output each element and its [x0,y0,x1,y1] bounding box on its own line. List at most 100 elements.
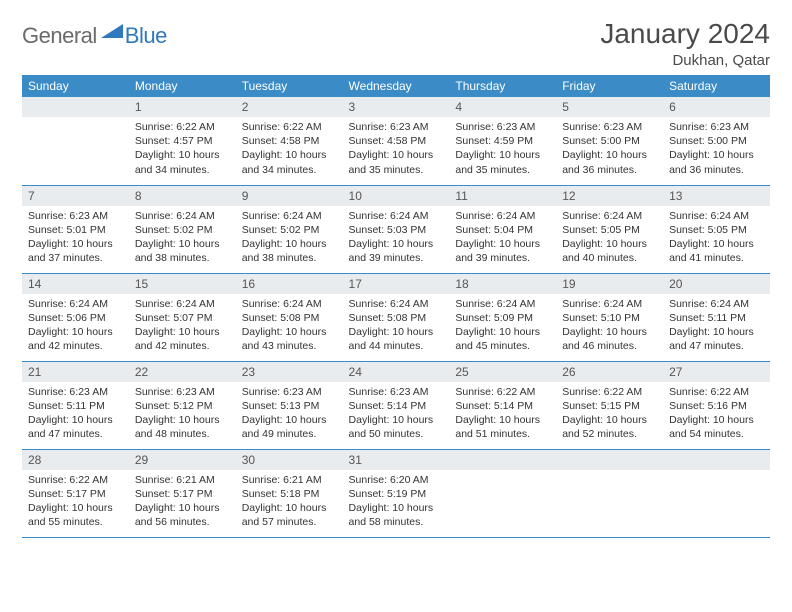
day-number: 26 [556,362,663,382]
weekday-header: Wednesday [343,75,450,97]
calendar-day-cell: 23Sunrise: 6:23 AMSunset: 5:13 PMDayligh… [236,361,343,449]
day-number: 29 [129,450,236,470]
day-body: Sunrise: 6:24 AMSunset: 5:06 PMDaylight:… [22,294,129,358]
day-number: 4 [449,97,556,117]
day-number: 7 [22,186,129,206]
page-title: January 2024 [600,18,770,50]
calendar-day-cell: 6Sunrise: 6:23 AMSunset: 5:00 PMDaylight… [663,97,770,185]
calendar-day-cell: 5Sunrise: 6:23 AMSunset: 5:00 PMDaylight… [556,97,663,185]
day-number: 6 [663,97,770,117]
day-number: 22 [129,362,236,382]
day-body: Sunrise: 6:24 AMSunset: 5:05 PMDaylight:… [556,206,663,270]
day-body: Sunrise: 6:24 AMSunset: 5:10 PMDaylight:… [556,294,663,358]
day-body: Sunrise: 6:23 AMSunset: 5:11 PMDaylight:… [22,382,129,446]
day-number: 12 [556,186,663,206]
day-body: Sunrise: 6:22 AMSunset: 5:15 PMDaylight:… [556,382,663,446]
calendar-day-cell: 16Sunrise: 6:24 AMSunset: 5:08 PMDayligh… [236,273,343,361]
day-number-empty [663,450,770,470]
day-body: Sunrise: 6:23 AMSunset: 5:13 PMDaylight:… [236,382,343,446]
calendar-day-cell: 14Sunrise: 6:24 AMSunset: 5:06 PMDayligh… [22,273,129,361]
day-body: Sunrise: 6:24 AMSunset: 5:08 PMDaylight:… [236,294,343,358]
weekday-header: Tuesday [236,75,343,97]
day-number: 8 [129,186,236,206]
day-number-empty [22,97,129,117]
calendar-day-cell: 28Sunrise: 6:22 AMSunset: 5:17 PMDayligh… [22,449,129,537]
day-body: Sunrise: 6:22 AMSunset: 4:58 PMDaylight:… [236,117,343,181]
day-body: Sunrise: 6:24 AMSunset: 5:09 PMDaylight:… [449,294,556,358]
weekday-header: Monday [129,75,236,97]
day-body: Sunrise: 6:24 AMSunset: 5:11 PMDaylight:… [663,294,770,358]
day-body: Sunrise: 6:24 AMSunset: 5:07 PMDaylight:… [129,294,236,358]
calendar-day-cell: 3Sunrise: 6:23 AMSunset: 4:58 PMDaylight… [343,97,450,185]
day-number: 16 [236,274,343,294]
day-number: 23 [236,362,343,382]
calendar-week-row: 21Sunrise: 6:23 AMSunset: 5:11 PMDayligh… [22,361,770,449]
day-body: Sunrise: 6:24 AMSunset: 5:05 PMDaylight:… [663,206,770,270]
logo-text-general: General [22,23,97,49]
calendar-day-cell: 9Sunrise: 6:24 AMSunset: 5:02 PMDaylight… [236,185,343,273]
calendar-day-cell: 18Sunrise: 6:24 AMSunset: 5:09 PMDayligh… [449,273,556,361]
calendar-day-cell: 8Sunrise: 6:24 AMSunset: 5:02 PMDaylight… [129,185,236,273]
weekday-header: Thursday [449,75,556,97]
day-number: 10 [343,186,450,206]
day-number: 25 [449,362,556,382]
calendar-day-cell: 12Sunrise: 6:24 AMSunset: 5:05 PMDayligh… [556,185,663,273]
calendar-day-cell: 26Sunrise: 6:22 AMSunset: 5:15 PMDayligh… [556,361,663,449]
calendar-day-cell: 20Sunrise: 6:24 AMSunset: 5:11 PMDayligh… [663,273,770,361]
calendar-week-row: 1Sunrise: 6:22 AMSunset: 4:57 PMDaylight… [22,97,770,185]
calendar-day-cell: 13Sunrise: 6:24 AMSunset: 5:05 PMDayligh… [663,185,770,273]
day-body: Sunrise: 6:22 AMSunset: 5:17 PMDaylight:… [22,470,129,534]
day-body: Sunrise: 6:20 AMSunset: 5:19 PMDaylight:… [343,470,450,534]
day-number-empty [556,450,663,470]
day-number: 11 [449,186,556,206]
header: General Blue January 2024 Dukhan, Qatar [22,18,770,69]
calendar-head: SundayMondayTuesdayWednesdayThursdayFrid… [22,75,770,97]
day-number-empty [449,450,556,470]
day-body: Sunrise: 6:23 AMSunset: 5:12 PMDaylight:… [129,382,236,446]
day-body: Sunrise: 6:23 AMSunset: 5:01 PMDaylight:… [22,206,129,270]
day-body: Sunrise: 6:23 AMSunset: 4:59 PMDaylight:… [449,117,556,181]
calendar-week-row: 7Sunrise: 6:23 AMSunset: 5:01 PMDaylight… [22,185,770,273]
day-number: 17 [343,274,450,294]
day-number: 1 [129,97,236,117]
day-number: 13 [663,186,770,206]
day-body: Sunrise: 6:21 AMSunset: 5:18 PMDaylight:… [236,470,343,534]
logo-text-blue: Blue [125,23,167,49]
calendar-week-row: 28Sunrise: 6:22 AMSunset: 5:17 PMDayligh… [22,449,770,537]
day-number: 20 [663,274,770,294]
calendar-day-cell: 11Sunrise: 6:24 AMSunset: 5:04 PMDayligh… [449,185,556,273]
calendar-day-cell: 19Sunrise: 6:24 AMSunset: 5:10 PMDayligh… [556,273,663,361]
weekday-header: Friday [556,75,663,97]
calendar-day-cell: 4Sunrise: 6:23 AMSunset: 4:59 PMDaylight… [449,97,556,185]
location-label: Dukhan, Qatar [600,52,770,69]
calendar-day-cell: 25Sunrise: 6:22 AMSunset: 5:14 PMDayligh… [449,361,556,449]
calendar-day-cell: 27Sunrise: 6:22 AMSunset: 5:16 PMDayligh… [663,361,770,449]
day-number: 3 [343,97,450,117]
day-body: Sunrise: 6:24 AMSunset: 5:02 PMDaylight:… [129,206,236,270]
day-number: 2 [236,97,343,117]
day-body: Sunrise: 6:21 AMSunset: 5:17 PMDaylight:… [129,470,236,534]
weekday-header: Saturday [663,75,770,97]
calendar-day-cell: 30Sunrise: 6:21 AMSunset: 5:18 PMDayligh… [236,449,343,537]
calendar-day-cell: 31Sunrise: 6:20 AMSunset: 5:19 PMDayligh… [343,449,450,537]
calendar-day-cell [449,449,556,537]
day-body: Sunrise: 6:23 AMSunset: 5:14 PMDaylight:… [343,382,450,446]
calendar-day-cell [22,97,129,185]
day-body: Sunrise: 6:22 AMSunset: 5:14 PMDaylight:… [449,382,556,446]
day-number: 19 [556,274,663,294]
day-number: 21 [22,362,129,382]
day-body: Sunrise: 6:23 AMSunset: 4:58 PMDaylight:… [343,117,450,181]
day-number: 24 [343,362,450,382]
calendar-day-cell: 15Sunrise: 6:24 AMSunset: 5:07 PMDayligh… [129,273,236,361]
day-body: Sunrise: 6:22 AMSunset: 4:57 PMDaylight:… [129,117,236,181]
day-number: 9 [236,186,343,206]
calendar-day-cell: 21Sunrise: 6:23 AMSunset: 5:11 PMDayligh… [22,361,129,449]
day-body: Sunrise: 6:24 AMSunset: 5:03 PMDaylight:… [343,206,450,270]
day-number: 30 [236,450,343,470]
logo: General Blue [22,18,167,49]
calendar-day-cell: 10Sunrise: 6:24 AMSunset: 5:03 PMDayligh… [343,185,450,273]
day-body: Sunrise: 6:23 AMSunset: 5:00 PMDaylight:… [663,117,770,181]
calendar-day-cell: 22Sunrise: 6:23 AMSunset: 5:12 PMDayligh… [129,361,236,449]
calendar-day-cell: 17Sunrise: 6:24 AMSunset: 5:08 PMDayligh… [343,273,450,361]
calendar-week-row: 14Sunrise: 6:24 AMSunset: 5:06 PMDayligh… [22,273,770,361]
